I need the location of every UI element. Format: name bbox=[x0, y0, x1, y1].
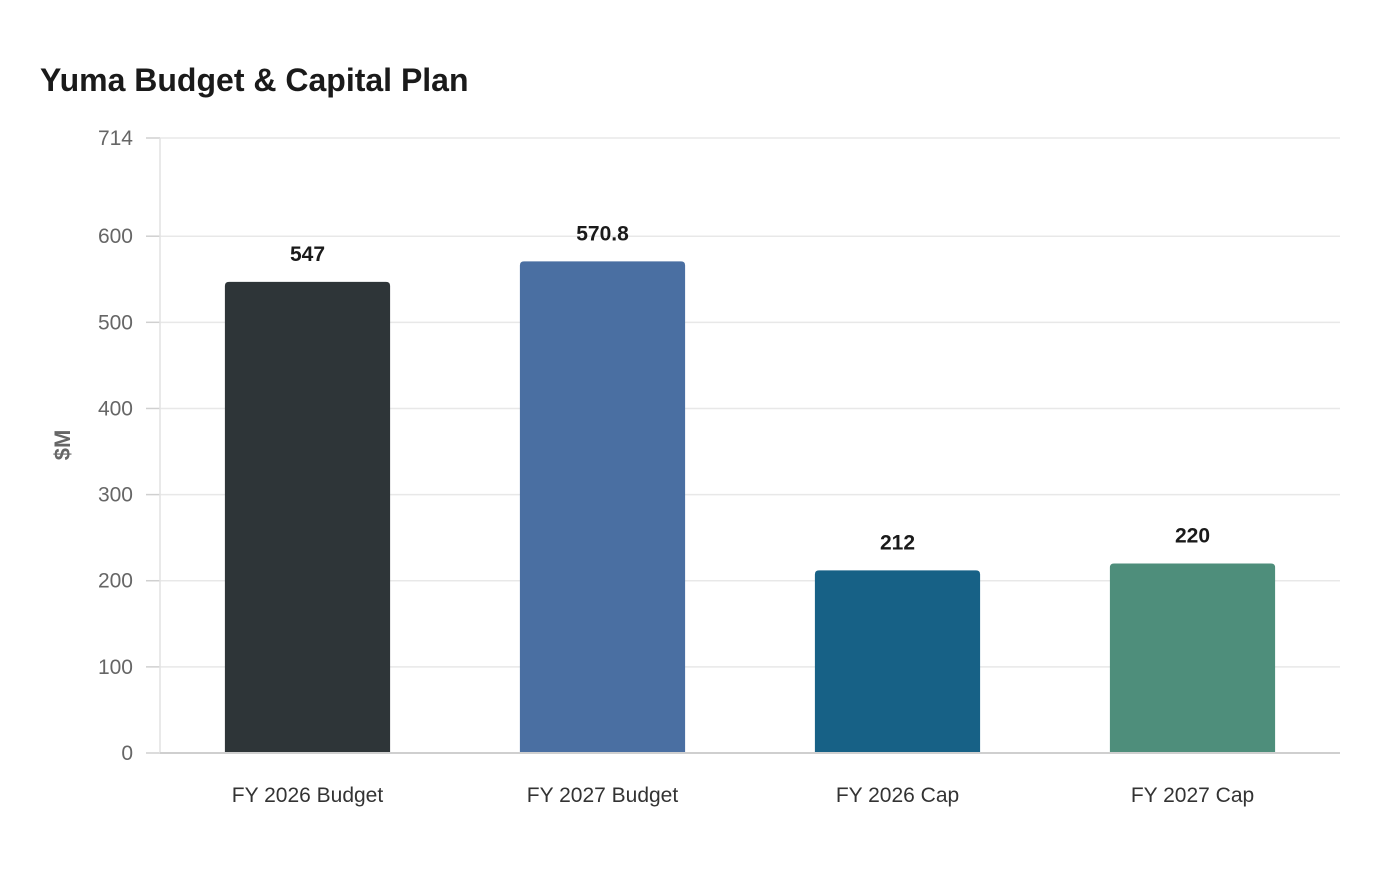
y-tick-label: 600 bbox=[98, 225, 133, 248]
bar-4 bbox=[1109, 563, 1276, 753]
x-category-label: FY 2026 Budget bbox=[232, 784, 384, 807]
bar-2 bbox=[519, 261, 686, 753]
bar-value-label: 220 bbox=[1175, 525, 1210, 548]
x-category-label: FY 2027 Cap bbox=[1131, 784, 1254, 807]
bars bbox=[224, 261, 1276, 753]
y-tick-label: 100 bbox=[98, 656, 133, 679]
x-category-label: FY 2027 Budget bbox=[527, 784, 679, 807]
y-tick-label: 200 bbox=[98, 570, 133, 593]
y-tick-label: 0 bbox=[121, 742, 133, 765]
y-tick-label: 300 bbox=[98, 484, 133, 507]
y-tick-label: 500 bbox=[98, 311, 133, 334]
y-tick-label: 400 bbox=[98, 397, 133, 420]
bar-value-label: 212 bbox=[880, 531, 915, 554]
bar-value-label: 570.8 bbox=[576, 222, 629, 245]
bar-3 bbox=[814, 570, 981, 753]
bar-value-label: 547 bbox=[290, 243, 325, 266]
bar-1 bbox=[224, 281, 391, 753]
axes bbox=[146, 137, 1340, 754]
y-tick-label: 714 bbox=[98, 127, 133, 150]
y-axis-title: $M bbox=[50, 430, 75, 461]
chart-title: Yuma Budget & Capital Plan bbox=[40, 62, 469, 98]
x-category-label: FY 2026 Cap bbox=[836, 784, 959, 807]
labels: 0 100 200 300 400 500 600 714 547 FY 2026 Budget 5… bbox=[98, 127, 1254, 807]
